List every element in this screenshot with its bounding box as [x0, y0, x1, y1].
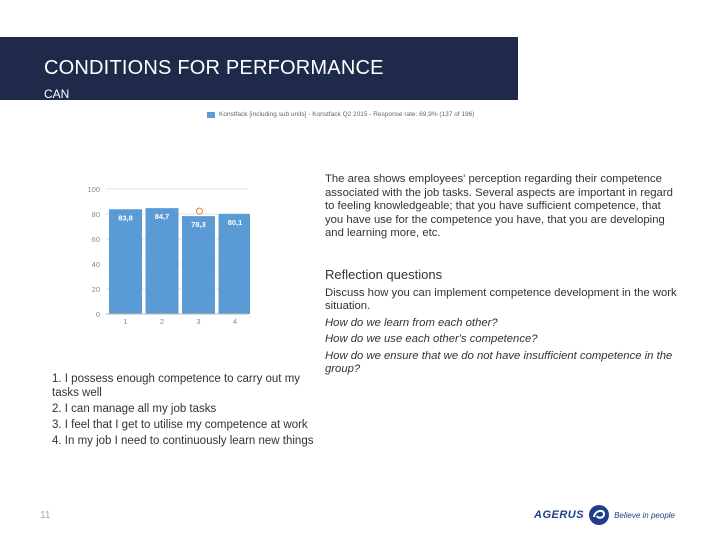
y-tick-label: 60: [92, 235, 100, 244]
legend-label: Konstfack [including sub units] - Konstf…: [219, 111, 475, 118]
agerus-logo: AGERUS Believe in people: [534, 502, 684, 528]
marker-icon: [196, 207, 203, 215]
reflection-body: Discuss how you can implement competence…: [325, 287, 685, 376]
y-tick-label: 80: [92, 210, 100, 219]
data-label: 80,1: [228, 218, 243, 227]
question-item: 2. I can manage all my job tasks: [52, 402, 217, 415]
bar: [145, 208, 179, 314]
data-label: 84,7: [155, 212, 170, 221]
x-tick-label: 3: [196, 317, 200, 326]
header-bar: [0, 37, 518, 100]
question-item: 4. In my job I need to continuously lear…: [52, 434, 314, 447]
legend-swatch: [207, 111, 215, 118]
bar: [218, 213, 250, 314]
logo-tagline: Believe in people: [614, 510, 675, 520]
y-tick-label: 100: [87, 185, 100, 194]
reflection-question: How do we learn from each other?: [325, 316, 498, 329]
chart-legend: Konstfack [including sub units] - Konstf…: [207, 111, 474, 118]
x-tick-label: 1: [123, 317, 127, 326]
question-item: 3. I feel that I get to utilise my compe…: [52, 418, 308, 431]
question-item: 1. I possess enough competence to carry …: [52, 373, 301, 399]
x-tick-label: 2: [160, 317, 164, 326]
data-label: 83,8: [118, 213, 133, 222]
reflection-heading: Reflection questions: [325, 267, 443, 282]
bar-chart: 0 20 40 60 80 100 83,8 1 84,7 2 78,3 3 80,1 4: [87, 185, 250, 326]
bar: [182, 216, 215, 314]
page-title: CONDITIONS FOR PERFORMANCE: [44, 57, 384, 79]
data-label: 78,3: [191, 220, 206, 229]
reflection-question: How do we use each other's competence?: [325, 333, 538, 346]
reflection-intro: Discuss how you can implement competence…: [325, 287, 677, 313]
y-tick-label: 20: [92, 285, 100, 294]
logo-wordmark: AGERUS: [534, 509, 585, 521]
bar: [109, 209, 142, 314]
page-subtitle: CAN: [44, 87, 70, 101]
page-number: 11: [40, 510, 51, 521]
description-text: The area shows employees' perception reg…: [325, 173, 673, 240]
swirl-logo-icon: [589, 505, 610, 525]
reflection-question: How do we ensure that we do not have ins…: [325, 349, 673, 376]
y-tick-label: 40: [92, 260, 100, 269]
x-tick-label: 4: [233, 317, 237, 326]
question-list: 1. I possess enough competence to carry …: [52, 373, 314, 451]
y-tick-label: 0: [96, 310, 100, 319]
